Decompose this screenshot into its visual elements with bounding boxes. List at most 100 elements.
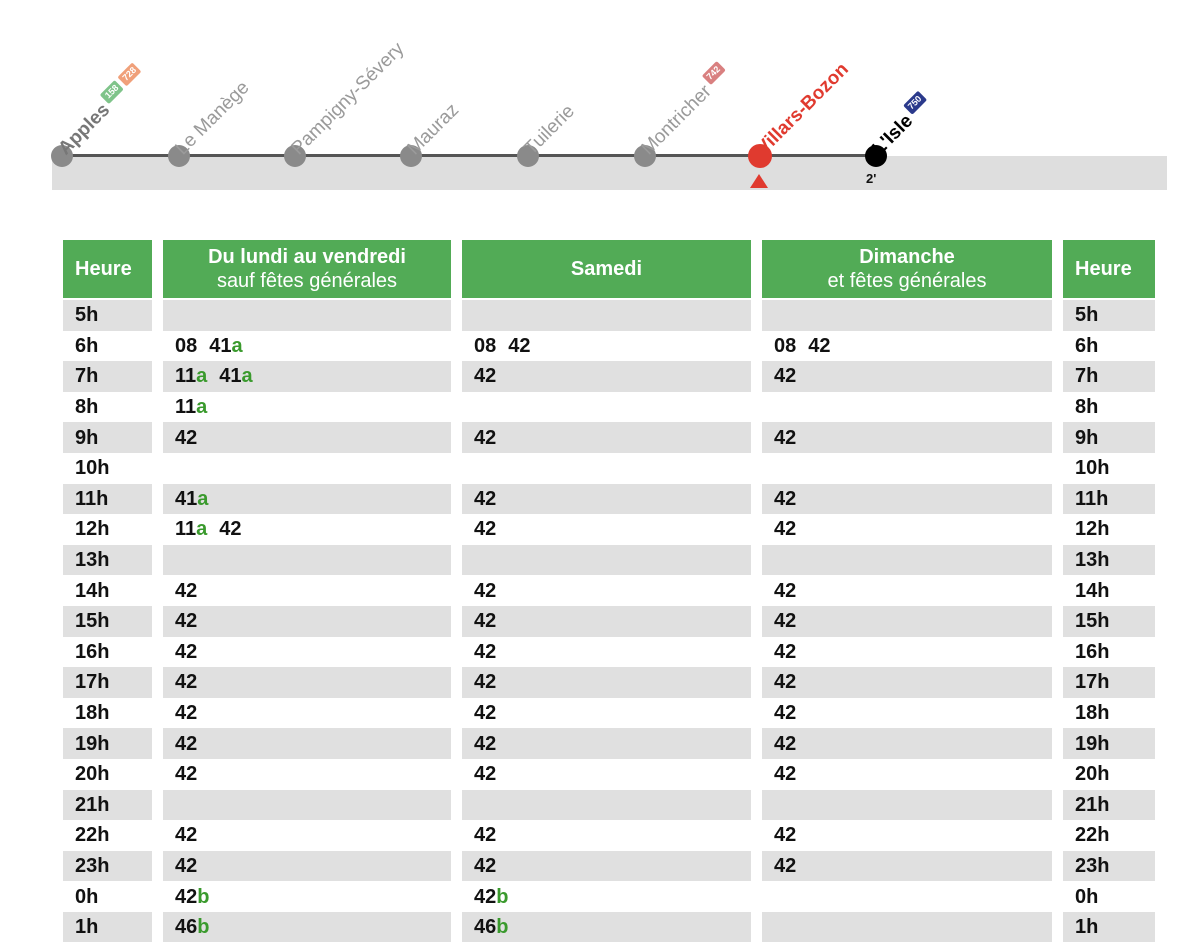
stop-name: Montricher: [637, 80, 716, 160]
departure-time: 42: [474, 824, 496, 847]
hour-cell: 15h: [1063, 605, 1155, 637]
departure-note: a: [196, 518, 208, 541]
stop-dot: [51, 145, 73, 167]
departure-cell: [462, 300, 751, 331]
departure-cell: 42: [762, 728, 1052, 759]
departure-time: 42: [774, 488, 796, 511]
departure-time: 42: [774, 855, 796, 878]
hour-cell: 17h: [63, 667, 152, 698]
departure-cell: 42: [762, 698, 1052, 729]
departure-time: 42: [774, 518, 796, 541]
hour-header-right: Heure: [1063, 240, 1155, 298]
hour-cell: 13h: [1063, 544, 1155, 576]
departure-cell: 42: [462, 759, 751, 790]
departure-cell: 42: [462, 820, 751, 851]
departure-cell: 42: [762, 759, 1052, 790]
hour-cell: 11h: [1063, 483, 1155, 515]
departure-time: 46b: [474, 916, 508, 939]
hour-cell: 12h: [1075, 518, 1110, 541]
departure-time: 42: [474, 488, 496, 511]
departure-cell: 42: [762, 361, 1052, 392]
departure-time: 08: [774, 335, 796, 358]
departure-cell: [762, 300, 1052, 331]
hour-cell: 9h: [1063, 422, 1155, 453]
stop-name: Pampigny-Sévery: [287, 38, 409, 160]
departure-time: 42: [175, 763, 197, 786]
departure-cell: 42: [762, 820, 1052, 851]
departure-minute: 42: [175, 854, 198, 877]
departure-cell: 46b: [163, 911, 451, 943]
departure-time: 42: [175, 610, 197, 633]
departure-cell: 42: [762, 605, 1052, 637]
departure-note: b: [197, 916, 210, 939]
stop-dot: [400, 145, 422, 167]
departure-cell: 42: [163, 850, 451, 882]
hour-cell: 5h: [1063, 300, 1155, 331]
departure-note: b: [197, 885, 210, 908]
departure-minute: 42: [175, 426, 198, 449]
saturday-header: Samedi: [462, 240, 751, 298]
stop-name: Mauraz: [403, 99, 464, 160]
stop-dot: [284, 145, 306, 167]
departure-minute: 42: [808, 334, 831, 357]
departure-minute: 42: [774, 763, 797, 786]
departure-cell: [762, 392, 1052, 423]
departure-cell: 42: [462, 637, 751, 668]
departure-cell: 42: [762, 637, 1052, 668]
departure-cell: [762, 911, 1052, 943]
departure-time: 11a: [175, 365, 207, 388]
hour-cell: 5h: [63, 300, 152, 331]
weekday-column: Du lundi au vendredi sauf fêtes générale…: [163, 240, 451, 943]
line-badge: 158: [99, 79, 124, 104]
departure-cell: 42: [462, 483, 751, 515]
departure-cell: 42: [462, 850, 751, 882]
hour-cell: 20h: [1075, 763, 1110, 786]
stop-name: L'Isle: [868, 110, 918, 160]
hour-cell: 0h: [75, 885, 99, 908]
hour-cell: 14h: [75, 579, 110, 602]
departure-cell: 42: [762, 667, 1052, 698]
travel-time: 2': [866, 171, 877, 186]
hour-cell: 7h: [1063, 361, 1155, 392]
departure-cell: [163, 300, 451, 331]
departure-cell: [163, 544, 451, 576]
departure-cell: 42: [462, 361, 751, 392]
departure-time: 42: [175, 702, 197, 725]
departure-minute: 42: [474, 365, 497, 388]
hour-cell: 16h: [75, 640, 110, 663]
departure-time: 08: [474, 335, 496, 358]
departure-minute: 11: [175, 518, 197, 541]
hour-cell: 8h: [1075, 396, 1099, 419]
departure-minute: 42: [774, 487, 797, 510]
departure-note: b: [496, 916, 509, 939]
hour-cell: 22h: [1075, 824, 1110, 847]
departure-cell: 42: [163, 575, 451, 606]
stop-label: Mauraz: [403, 100, 463, 160]
hour-cell: 23h: [1063, 850, 1155, 882]
departure-time: 42: [774, 733, 796, 756]
departure-minute: 42: [175, 702, 198, 725]
line-badge: 742: [701, 60, 726, 85]
departure-minute: 42: [474, 610, 497, 633]
departure-time: 42: [474, 580, 496, 603]
departure-time: 42: [774, 702, 796, 725]
departure-cell: [462, 544, 751, 576]
departure-time: 42: [474, 671, 496, 694]
departure-cell: [462, 453, 751, 484]
departure-cell: 42: [462, 422, 751, 453]
departure-cell: 41a: [163, 483, 451, 515]
hour-cell: 1h: [63, 911, 152, 943]
departure-time: 42: [474, 610, 496, 633]
departure-minute: 42: [474, 763, 497, 786]
departure-cell: 42b: [462, 881, 751, 912]
sunday-rows: 08 42 42 42 42 42 42 42 42 42 42 42 42 42 42: [762, 300, 1052, 943]
stop-label: Apples 158 728: [54, 61, 150, 160]
departure-minute: 42: [474, 732, 497, 755]
departure-cell: [163, 789, 451, 821]
departure-note: b: [496, 885, 509, 908]
stop-dot: [865, 145, 887, 167]
departure-cell: 42: [163, 759, 451, 790]
stop-name: Le Manège: [171, 77, 254, 160]
departure-note: a: [197, 487, 209, 510]
sunday-subtitle: et fêtes générales: [827, 270, 987, 292]
